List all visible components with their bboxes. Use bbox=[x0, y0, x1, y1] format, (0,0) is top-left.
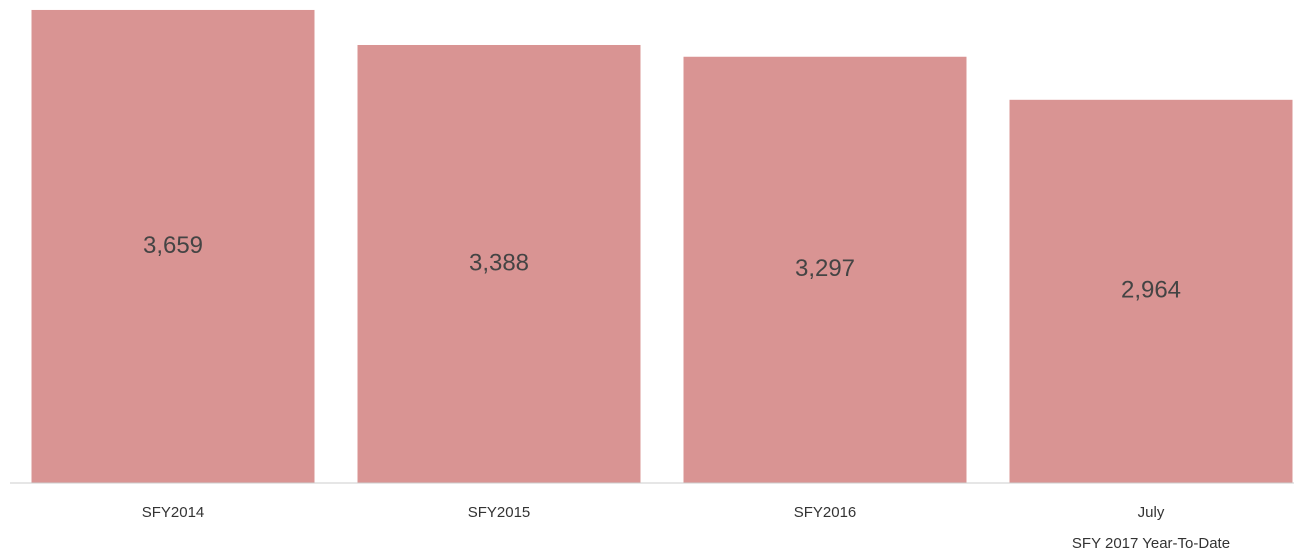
value-label: 2,964 bbox=[1121, 277, 1181, 304]
x-tick-label: SFY2016 bbox=[793, 504, 857, 521]
bar bbox=[1009, 99, 1293, 483]
bar bbox=[683, 56, 967, 483]
value-label: 3,659 bbox=[143, 232, 203, 259]
bar bbox=[31, 9, 315, 483]
x-tick-label: July SFY 2017 Year-To-Date bbox=[1071, 504, 1231, 552]
value-label: 3,388 bbox=[469, 249, 529, 276]
bar bbox=[357, 44, 641, 484]
value-label: 3,297 bbox=[795, 255, 855, 282]
x-tick-label: SFY2015 bbox=[467, 504, 531, 521]
x-tick-label: SFY2014 bbox=[141, 504, 205, 521]
